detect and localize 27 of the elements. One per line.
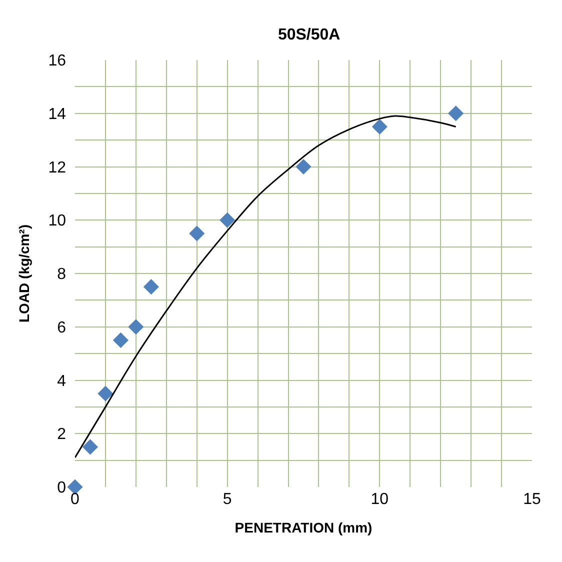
x-tick-label: 15 — [523, 491, 541, 508]
point — [143, 279, 159, 295]
y-axis-title: LOAD (kg/cm²) — [16, 224, 32, 322]
point — [112, 332, 128, 348]
y-tick-label: 4 — [57, 372, 66, 390]
y-tick-label: 12 — [48, 159, 66, 176]
line-series — [75, 115, 457, 458]
y-tick-label: 8 — [57, 266, 66, 284]
x-tick-label: 10 — [370, 491, 389, 508]
y-tick-label: 0 — [57, 480, 66, 497]
point — [220, 212, 236, 228]
point — [98, 386, 114, 402]
y-tick-label: 10 — [48, 212, 66, 230]
x-tick-label: 5 — [222, 491, 232, 508]
y-tick-label: 14 — [48, 106, 66, 123]
point — [128, 319, 144, 335]
x-axis-title: PENETRATION (mm) — [234, 519, 372, 536]
point — [189, 226, 205, 242]
chart-title: 50S/50A — [278, 26, 341, 44]
y-tick-label: 16 — [48, 52, 66, 70]
point — [448, 106, 464, 122]
point — [372, 118, 388, 135]
point — [296, 158, 312, 175]
x-tick-label: 0 — [70, 491, 80, 508]
y-tick-label: 2 — [57, 426, 66, 444]
point — [82, 439, 98, 455]
y-tick-label: 6 — [57, 319, 66, 336]
